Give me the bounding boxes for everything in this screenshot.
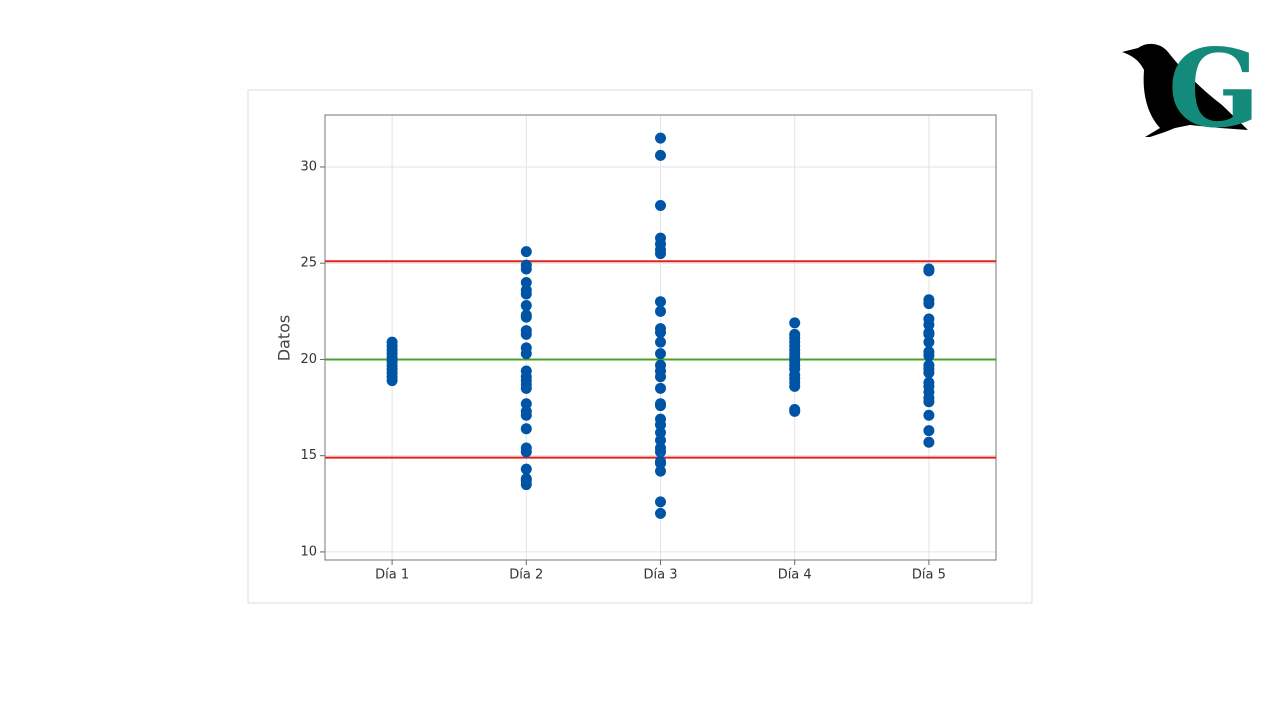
- logo: G: [1122, 26, 1260, 152]
- data-point: [655, 326, 666, 338]
- data-point: [789, 317, 801, 329]
- data-point: [655, 507, 666, 519]
- data-point: [655, 132, 666, 144]
- plot-area: 10 15 20 25 30 Día 1 Día 2 Día 3 Día 4 Día 5: [300, 114, 997, 583]
- data-point: [655, 434, 666, 446]
- y-tick-label: 20: [300, 352, 317, 367]
- data-point: [520, 300, 532, 312]
- data-point: [655, 496, 666, 508]
- data-point: [655, 457, 666, 469]
- logo-letter: G: [1168, 26, 1260, 152]
- data-point: [923, 409, 935, 421]
- y-axis-label: Datos: [275, 315, 294, 362]
- data-point: [520, 348, 532, 360]
- data-point: [520, 423, 532, 435]
- y-tick-label: 10: [300, 544, 317, 559]
- data-point: [520, 276, 532, 288]
- data-point: [655, 427, 666, 439]
- data-point: [923, 396, 935, 408]
- data-point: [923, 328, 935, 340]
- data-point: [655, 371, 666, 383]
- data-point: [655, 296, 666, 308]
- data-point: [520, 246, 532, 258]
- logo-bird: [1122, 43, 1248, 137]
- data-point: [923, 336, 935, 348]
- data-point: [520, 382, 532, 394]
- data-point: [655, 465, 666, 477]
- data-point: [520, 311, 532, 323]
- data-point: [655, 305, 666, 317]
- y-tick-label: 30: [300, 159, 317, 174]
- data-point: [655, 382, 666, 394]
- data-point: [520, 263, 532, 275]
- data-point: [923, 436, 935, 448]
- data-point: [520, 479, 532, 491]
- chart-frame: [247, 89, 1033, 604]
- data-point: [655, 336, 666, 348]
- x-tick-label: Día 1: [375, 568, 409, 583]
- data-point: [655, 199, 666, 211]
- y-tick-label: 15: [300, 448, 317, 463]
- data-point: [789, 405, 801, 417]
- data-point: [386, 375, 398, 387]
- data-point: [923, 298, 935, 310]
- data-point: [923, 350, 935, 362]
- data-point: [655, 248, 666, 260]
- data-point: [520, 398, 532, 410]
- data-point: [520, 409, 532, 421]
- data-point: [655, 348, 666, 360]
- data-point: [923, 367, 935, 379]
- y-tick-label: 25: [300, 256, 317, 271]
- x-tick-label: Día 3: [644, 568, 678, 583]
- data-point: [923, 265, 935, 277]
- data-point: [655, 419, 666, 431]
- data-point: [923, 425, 935, 437]
- x-tick-label: Día 4: [778, 568, 812, 583]
- plot-border: [324, 114, 997, 561]
- data-point: [520, 446, 532, 458]
- data-point: [655, 400, 666, 412]
- data-point: [520, 328, 532, 340]
- data-point: [520, 463, 532, 475]
- data-point: [520, 288, 532, 300]
- data-point: [655, 446, 666, 458]
- data-point: [923, 319, 935, 331]
- data-point: [789, 380, 801, 392]
- x-tick-label: Día 5: [912, 568, 946, 583]
- data-point: [655, 149, 666, 161]
- x-tick-label: Día 2: [509, 568, 543, 583]
